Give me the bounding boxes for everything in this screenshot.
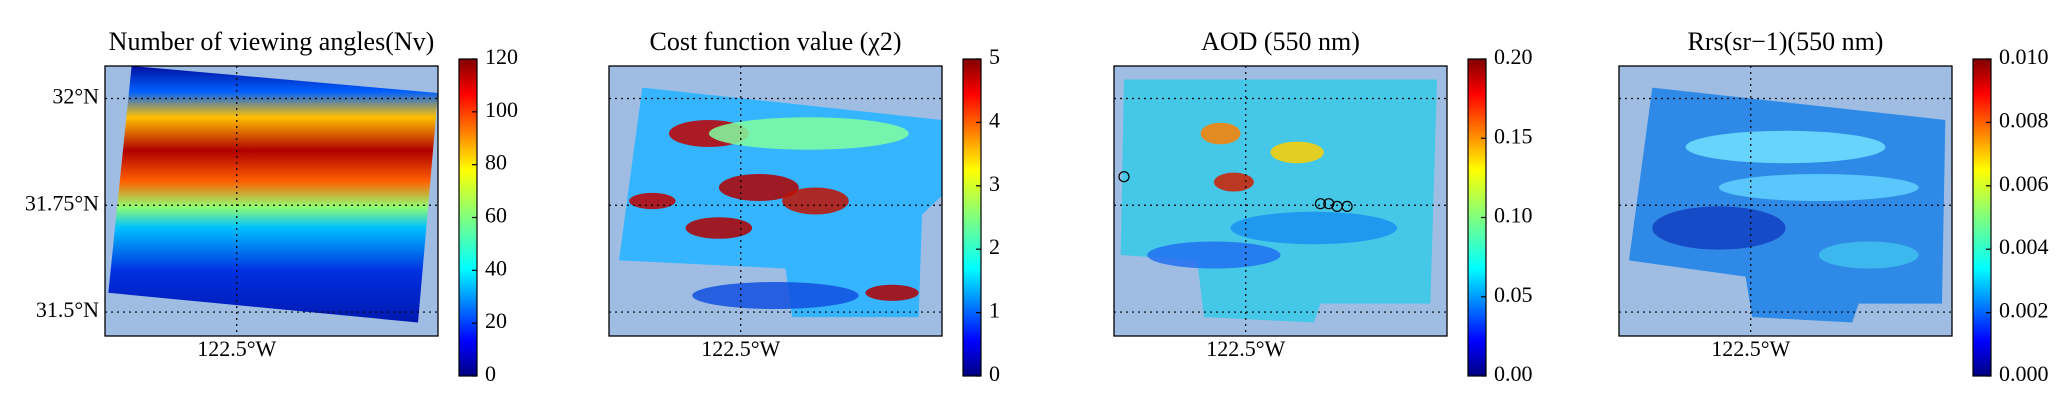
site-marker [1118,171,1130,183]
swath-feature [718,174,799,201]
axes-frame [1618,65,1953,337]
x-tick-label: 122.5°W [1711,336,1790,361]
colorbar-tick-label: 2 [989,234,1000,259]
colorbar-tick-label: 80 [485,150,507,175]
x-tick-label: 122.5°W [197,336,276,361]
panel-title: Cost function value (χ2) [650,27,902,56]
y-tick-label: 31.5°N [36,297,99,322]
swath-feature [1685,130,1886,164]
swath-feature [782,187,849,215]
site-marker [1314,198,1327,210]
axes-frame [104,65,439,337]
data-swath [108,66,438,323]
swath-feature [1147,241,1281,269]
swath-feature [692,282,859,309]
panel-title: Rrs(sr−1)(550 nm) [1688,27,1884,56]
colorbar-tick-label: 0.15 [1494,123,1533,148]
colorbar-tick-label: 0 [485,361,496,386]
colorbar-tick-label: 0.004 [1999,234,2049,259]
panel: AOD (550 nm) 122.5°W 0.00 0.05 0.10 0.15 0.20 [1113,27,1533,386]
y-tick-label: 32°N [52,84,99,109]
colorbar-tick-label: 4 [989,107,1000,132]
axes-frame [1113,65,1448,337]
panel: Rrs(sr−1)(550 nm) 122.5°W 0.000 0.002 0.004 0… [1618,27,2049,386]
colorbar-tick-label: 0.05 [1494,282,1533,307]
colorbar-tick-label: 120 [485,44,518,69]
colorbar-tick-label: 0 [989,361,1000,386]
panel: Number of viewing angles(Nv) 31.5°N 31.75°… [25,27,518,386]
x-tick-label: 122.5°W [1206,336,1285,361]
site-marker [1323,198,1335,210]
colorbar-tick-label: 0.10 [1494,203,1533,228]
colorbar-tick-label: 0.002 [1999,298,2049,323]
colorbar [1972,58,1992,377]
x-tick-label: 122.5°W [701,336,780,361]
swath-feature [1652,206,1786,250]
colorbar-tick-label: 0.000 [1999,361,2049,386]
colorbar-tick-label: 0.00 [1494,361,1533,386]
colorbar [962,58,982,377]
colorbar-tick-label: 3 [989,171,1000,196]
colorbar-tick-label: 100 [485,97,518,122]
swath-feature [628,192,676,210]
swath-feature [1213,172,1254,192]
swath-feature [865,284,919,301]
axes-frame [608,65,943,337]
colorbar-tick-label: 60 [485,203,507,228]
swath-feature [1200,122,1241,145]
panel-title: Number of viewing angles(Nv) [109,27,435,56]
swath-feature [1818,241,1919,269]
swath-feature [1270,141,1324,164]
colorbar-tick-label: 0.20 [1494,44,1533,69]
swath-feature [1230,211,1398,245]
colorbar-tick-label: 40 [485,255,507,280]
swath-feature [685,217,753,239]
panel: Cost function value (χ2) 122.5°W 0 1 2 3 4 5 [608,27,1000,386]
site-marker [1341,200,1353,212]
colorbar-tick-label: 0.010 [1999,44,2049,69]
colorbar-tick-label: 0.008 [1999,107,2049,132]
colorbar-tick-label: 0.006 [1999,171,2049,196]
y-tick-label: 31.75°N [25,190,99,215]
panel-title: AOD (550 nm) [1201,27,1360,56]
colorbar-tick-label: 1 [989,298,1000,323]
colorbar-tick-label: 5 [989,44,1000,69]
swath-feature [708,117,909,150]
colorbar-tick-label: 20 [485,308,507,333]
swath-feature [1718,174,1919,201]
